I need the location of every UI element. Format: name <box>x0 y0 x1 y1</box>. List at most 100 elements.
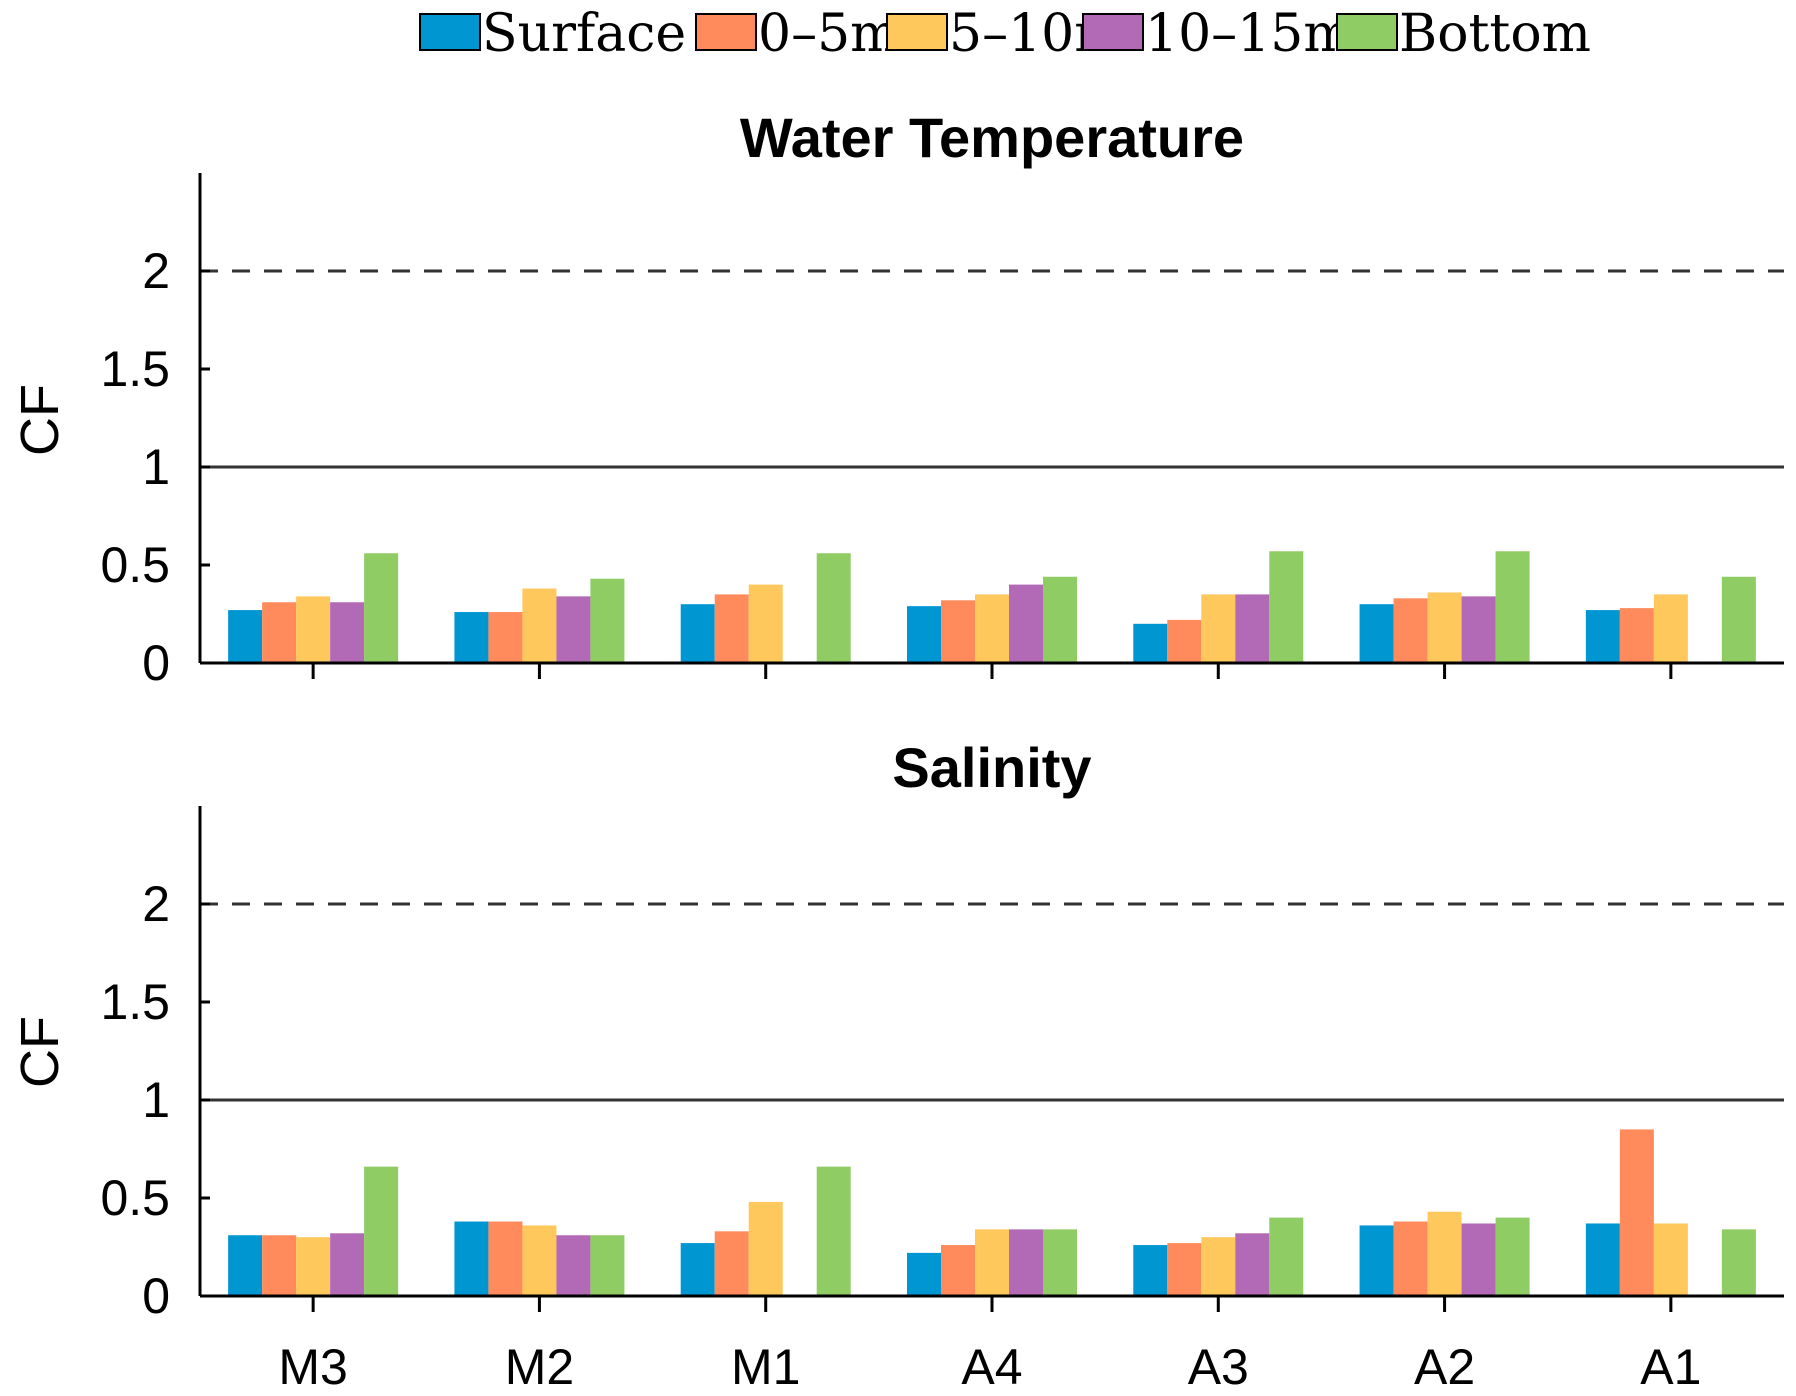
x-tick-label-a4: A4 <box>961 1339 1022 1395</box>
bar-0-5m-m3 <box>262 1235 297 1296</box>
bar-10-15m-a2 <box>1461 1223 1496 1296</box>
y-tick-label: 1 <box>142 1072 170 1128</box>
bar-0-5m-m1 <box>714 1231 749 1296</box>
bar-5-10m-m2 <box>522 1225 557 1296</box>
bar-5-10m-a4 <box>975 594 1009 663</box>
legend-swatch-10-15m <box>1082 13 1144 51</box>
bar-surface-a4 <box>907 606 941 663</box>
y-axis-label: CF <box>10 384 70 456</box>
bar-0-5m-m1 <box>714 594 749 663</box>
bar-bottom-a3 <box>1269 1217 1304 1296</box>
y-tick-label: 0.5 <box>100 537 170 593</box>
bar-surface-a3 <box>1133 1245 1168 1296</box>
bar-5-10m-m3 <box>296 596 331 663</box>
legend-item-surface: Surface <box>419 4 686 64</box>
bar-surface-a2 <box>1359 604 1394 663</box>
bar-10-15m-a3 <box>1235 1233 1270 1296</box>
bar-5-10m-a1 <box>1653 1223 1688 1296</box>
bar-5-10m-a2 <box>1427 592 1462 663</box>
bar-5-10m-a3 <box>1201 594 1236 663</box>
bar-0-5m-a3 <box>1167 1243 1202 1296</box>
legend-swatch-bottom <box>1336 13 1398 51</box>
legend-item-10-15m: 10–15m <box>1082 4 1353 64</box>
legend-swatch-0-5m <box>695 13 757 51</box>
legend-label: 10–15m <box>1145 4 1353 64</box>
bar-bottom-m3 <box>364 1166 399 1296</box>
bar-0-5m-a3 <box>1167 619 1202 663</box>
y-tick-label: 1.5 <box>100 974 170 1030</box>
bar-bottom-m1 <box>816 1166 851 1296</box>
bar-0-5m-m3 <box>262 602 297 663</box>
bar-bottom-m2 <box>590 1235 625 1296</box>
chart-title: Salinity <box>892 736 1091 799</box>
bar-0-5m-a2 <box>1393 1221 1428 1296</box>
bar-0-5m-a4 <box>941 1245 975 1296</box>
y-tick-label: 0 <box>142 635 170 691</box>
bar-5-10m-m1 <box>748 1201 783 1296</box>
bar-5-10m-a3 <box>1201 1237 1236 1296</box>
bar-surface-a3 <box>1133 623 1168 663</box>
bar-bottom-a4 <box>1043 1229 1077 1296</box>
x-tick-label-a2: A2 <box>1414 1339 1475 1395</box>
legend-swatch-5-10m <box>886 13 948 51</box>
y-tick-label: 1 <box>142 439 170 495</box>
legend-item-0-5m: 0–5m <box>695 4 899 64</box>
bar-10-15m-m3 <box>330 602 365 663</box>
y-tick-label: 0.5 <box>100 1170 170 1226</box>
bar-5-10m-a1 <box>1653 594 1688 663</box>
bar-bottom-a1 <box>1721 1229 1756 1296</box>
legend-label: 0–5m <box>758 4 899 64</box>
bar-bottom-a2 <box>1495 1217 1530 1296</box>
bar-10-15m-m2 <box>556 1235 591 1296</box>
x-tick-label-m2: M2 <box>505 1339 574 1395</box>
bar-bottom-a4 <box>1043 576 1077 663</box>
y-axis-label: CF <box>10 1016 70 1088</box>
bar-surface-m3 <box>228 610 263 663</box>
bar-5-10m-a2 <box>1427 1211 1462 1296</box>
bar-0-5m-a4 <box>941 600 975 663</box>
bar-surface-a4 <box>907 1252 941 1296</box>
bar-bottom-m1 <box>816 553 851 663</box>
bar-10-15m-a2 <box>1461 596 1496 663</box>
y-tick-label: 2 <box>142 243 170 299</box>
bar-10-15m-a3 <box>1235 594 1270 663</box>
bar-surface-m3 <box>228 1235 263 1296</box>
legend-label: Surface <box>482 4 686 64</box>
bar-5-10m-m3 <box>296 1237 331 1296</box>
bar-surface-a2 <box>1359 1225 1394 1296</box>
bar-10-15m-m2 <box>556 596 591 663</box>
bar-surface-m1 <box>680 1243 715 1296</box>
bar-10-15m-a4 <box>1009 584 1043 663</box>
bar-0-5m-a1 <box>1619 1129 1654 1296</box>
legend-item-bottom: Bottom <box>1336 4 1591 64</box>
bar-0-5m-a2 <box>1393 598 1428 663</box>
y-tick-label: 0 <box>142 1268 170 1324</box>
x-tick-label-m3: M3 <box>278 1339 347 1395</box>
bar-bottom-a2 <box>1495 551 1530 663</box>
y-tick-label: 1.5 <box>100 341 170 397</box>
bar-surface-m2 <box>454 1221 489 1296</box>
water-temperature-panel: Water Temperature CF 0 0.5 1 1.5 2 <box>10 106 1784 691</box>
bar-surface-m1 <box>680 604 715 663</box>
bar-bottom-m3 <box>364 553 399 663</box>
x-tick-label-a1: A1 <box>1640 1339 1701 1395</box>
bar-5-10m-a4 <box>975 1229 1009 1296</box>
bar-0-5m-m2 <box>488 612 523 663</box>
bar-surface-m2 <box>454 612 489 663</box>
bar-10-15m-a4 <box>1009 1229 1043 1296</box>
x-tick-label-a3: A3 <box>1188 1339 1249 1395</box>
bar-10-15m-m3 <box>330 1233 365 1296</box>
salinity-panel: Salinity CF 0 0.5 1 1.5 2 M3 M2 M1 A4 A3 A2 A1 <box>10 736 1784 1395</box>
bar-surface-a1 <box>1585 610 1620 663</box>
bar-bottom-m2 <box>590 578 625 663</box>
legend: Surface 0–5m 5–10m 10–15m Bottom <box>419 4 1591 64</box>
x-tick-label-m1: M1 <box>731 1339 800 1395</box>
bar-5-10m-m1 <box>748 584 783 663</box>
legend-swatch-surface <box>419 13 481 51</box>
y-tick-label: 2 <box>142 876 170 932</box>
bar-bottom-a1 <box>1721 576 1756 663</box>
bar-surface-a1 <box>1585 1223 1620 1296</box>
legend-label: Bottom <box>1399 4 1591 64</box>
bar-0-5m-a1 <box>1619 608 1654 663</box>
